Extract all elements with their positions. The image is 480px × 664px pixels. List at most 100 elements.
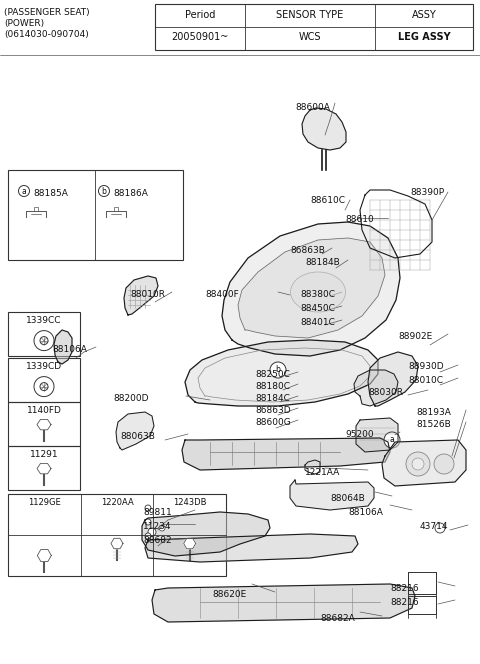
Polygon shape <box>111 539 123 548</box>
Text: 88450C: 88450C <box>300 304 335 313</box>
Text: 1220AA: 1220AA <box>101 498 133 507</box>
Circle shape <box>34 376 54 396</box>
Text: 88682: 88682 <box>143 536 172 545</box>
Text: 1243DB: 1243DB <box>173 498 206 507</box>
Bar <box>8 312 80 356</box>
Polygon shape <box>368 352 418 406</box>
Text: 88186A: 88186A <box>113 189 148 198</box>
Polygon shape <box>37 420 51 430</box>
Text: ASSY: ASSY <box>412 9 436 19</box>
Polygon shape <box>222 222 400 356</box>
Text: b: b <box>276 365 280 374</box>
Text: SENSOR TYPE: SENSOR TYPE <box>276 9 344 19</box>
Text: (POWER): (POWER) <box>4 19 44 28</box>
Bar <box>8 170 183 260</box>
Text: 88380C: 88380C <box>300 290 335 299</box>
Polygon shape <box>290 480 374 510</box>
Polygon shape <box>356 418 398 452</box>
Text: 88610C: 88610C <box>310 196 345 205</box>
Text: 88610: 88610 <box>345 215 374 224</box>
Text: 88184C: 88184C <box>255 394 290 403</box>
Text: 88200D: 88200D <box>113 394 148 403</box>
Bar <box>155 4 473 50</box>
Text: 88106A: 88106A <box>348 508 383 517</box>
Text: 88390P: 88390P <box>410 188 444 197</box>
Polygon shape <box>54 330 72 364</box>
Text: 89811: 89811 <box>143 508 172 517</box>
Text: 86863B: 86863B <box>290 246 325 255</box>
Polygon shape <box>302 108 346 150</box>
Text: 1221AA: 1221AA <box>305 468 340 477</box>
Circle shape <box>34 331 54 351</box>
Text: 88400F: 88400F <box>205 290 239 299</box>
Text: 88106A: 88106A <box>52 345 87 354</box>
Text: 81526B: 81526B <box>416 420 451 429</box>
Polygon shape <box>116 412 154 450</box>
Polygon shape <box>185 340 378 406</box>
Text: 88010C: 88010C <box>408 376 443 385</box>
Polygon shape <box>184 539 196 548</box>
Text: 1140FD: 1140FD <box>26 406 61 415</box>
Text: 11234: 11234 <box>143 522 171 531</box>
Bar <box>8 358 80 402</box>
Circle shape <box>145 505 151 511</box>
Text: (PASSENGER SEAT): (PASSENGER SEAT) <box>4 8 90 17</box>
Text: 88250C: 88250C <box>255 370 290 379</box>
Circle shape <box>98 185 109 197</box>
Polygon shape <box>145 534 358 562</box>
Polygon shape <box>182 438 390 470</box>
Polygon shape <box>354 370 398 406</box>
Text: 88682A: 88682A <box>320 614 355 623</box>
Circle shape <box>148 528 156 536</box>
Text: 1129GE: 1129GE <box>28 498 60 507</box>
Text: 88930D: 88930D <box>408 362 444 371</box>
Polygon shape <box>124 276 158 315</box>
Circle shape <box>406 452 430 476</box>
Bar <box>408 572 436 594</box>
Text: 88185A: 88185A <box>33 189 68 198</box>
Text: 1339CD: 1339CD <box>26 362 62 371</box>
Polygon shape <box>382 440 466 486</box>
Text: 88180C: 88180C <box>255 382 290 391</box>
Text: WCS: WCS <box>299 33 321 42</box>
Polygon shape <box>152 584 415 622</box>
Circle shape <box>40 337 48 345</box>
Text: 88064B: 88064B <box>330 494 365 503</box>
Bar <box>8 402 80 446</box>
Bar <box>408 596 436 614</box>
Circle shape <box>435 523 445 533</box>
Text: 1339CC: 1339CC <box>26 316 62 325</box>
Text: 88030R: 88030R <box>368 388 403 397</box>
Text: a: a <box>390 436 395 444</box>
Circle shape <box>384 432 400 448</box>
Text: 88063B: 88063B <box>120 432 155 441</box>
Circle shape <box>270 362 286 378</box>
Polygon shape <box>238 238 385 338</box>
Circle shape <box>412 458 424 470</box>
Text: (0614030-090704): (0614030-090704) <box>4 30 89 39</box>
Text: b: b <box>102 187 107 195</box>
Text: 88184B: 88184B <box>305 258 340 267</box>
Circle shape <box>145 519 151 525</box>
Text: 20050901~: 20050901~ <box>171 33 228 42</box>
Text: 86863D: 86863D <box>255 406 290 415</box>
Ellipse shape <box>290 272 346 312</box>
Circle shape <box>145 533 151 539</box>
Text: 95200: 95200 <box>345 430 373 439</box>
Text: 88010R: 88010R <box>130 290 165 299</box>
Text: 88600G: 88600G <box>255 418 291 427</box>
Text: a: a <box>22 187 26 195</box>
Text: LEG ASSY: LEG ASSY <box>398 33 450 42</box>
Polygon shape <box>37 549 51 562</box>
Text: 88401C: 88401C <box>300 318 335 327</box>
Circle shape <box>40 382 48 390</box>
Circle shape <box>159 525 165 531</box>
Polygon shape <box>142 512 270 556</box>
Text: 88902E: 88902E <box>398 332 432 341</box>
Bar <box>8 446 80 490</box>
Circle shape <box>434 454 454 474</box>
Text: 88216: 88216 <box>390 598 419 607</box>
Text: 88620E: 88620E <box>212 590 246 599</box>
Text: 88600A: 88600A <box>295 103 330 112</box>
Polygon shape <box>37 463 51 474</box>
